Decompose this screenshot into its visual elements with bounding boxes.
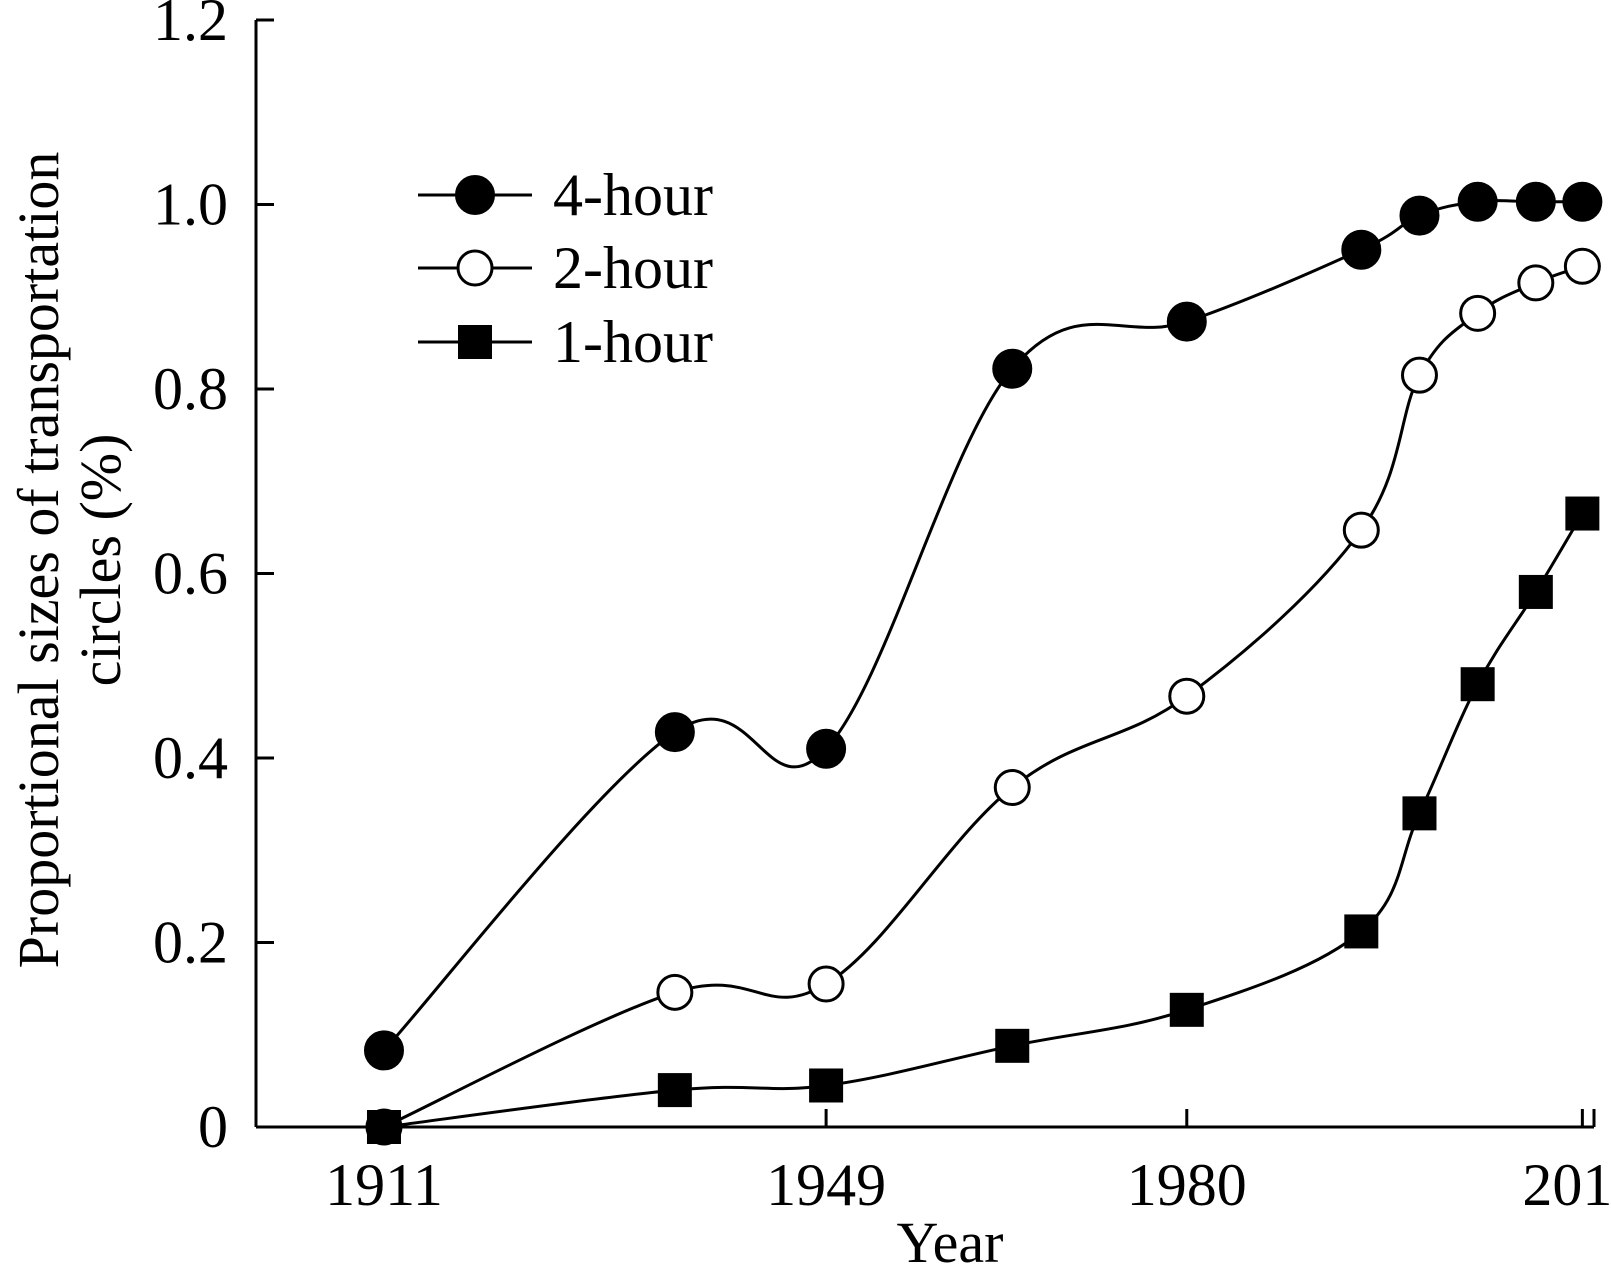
- y-tick-label: 0.6: [153, 541, 228, 607]
- axes: [254, 20, 1594, 1129]
- data-point-4-hour: [1341, 229, 1382, 270]
- y-tick-label: 0.4: [153, 725, 228, 791]
- legend: 4-hour 2-hour 1-hour: [418, 162, 713, 375]
- x-axis-title: Year: [897, 1210, 1004, 1275]
- x-tick-label: 1911: [325, 1152, 443, 1218]
- y-axis-title: Proportional sizes of transportationcirc…: [6, 152, 133, 969]
- y-axis-title-line: Proportional sizes of transportation: [6, 152, 71, 969]
- data-point-2-hour: [993, 769, 1031, 807]
- data-point-2-hour: [1563, 247, 1601, 285]
- legend-marker-4-hour: [455, 175, 495, 215]
- data-point-1-hour: [809, 1068, 844, 1103]
- data-point-4-hour: [1457, 181, 1498, 222]
- legend-marker-2-hour: [456, 249, 494, 287]
- data-point-4-hour: [363, 1030, 404, 1071]
- y-tick-label: 0.2: [153, 910, 228, 976]
- legend-item-2-hour: 2-hour: [418, 235, 713, 301]
- data-point-1-hour: [1169, 992, 1204, 1027]
- data-point-1-hour: [1402, 796, 1437, 831]
- legend-label: 4-hour: [553, 162, 713, 228]
- data-point-2-hour: [1168, 677, 1206, 715]
- data-point-1-hour: [366, 1110, 401, 1144]
- x-tick-label: 1949: [766, 1152, 886, 1218]
- data-point-4-hour: [992, 348, 1033, 389]
- data-point-4-hour: [1515, 181, 1556, 222]
- data-point-4-hour: [1399, 195, 1440, 236]
- data-point-2-hour: [807, 965, 845, 1003]
- y-tick-label: 1.2: [153, 0, 228, 53]
- data-point-2-hour: [1517, 264, 1555, 302]
- data-point-4-hour: [1562, 181, 1603, 222]
- legend-item-4-hour: 4-hour: [418, 162, 713, 228]
- data-point-2-hour: [1342, 511, 1380, 549]
- axis-titles: Year Proportional sizes of transportation…: [6, 152, 1003, 1275]
- data-point-4-hour: [1166, 301, 1207, 342]
- data-point-4-hour: [806, 728, 847, 769]
- data-point-1-hour: [1565, 496, 1600, 531]
- series-4-hour: [363, 181, 1603, 1071]
- series-layer: [363, 181, 1603, 1146]
- data-point-1-hour: [995, 1028, 1030, 1063]
- data-point-1-hour: [1518, 574, 1553, 609]
- data-point-1-hour: [657, 1073, 692, 1108]
- y-tick-label: 0.8: [153, 356, 228, 422]
- series-line-2-hour: [383, 264, 1583, 1129]
- data-point-2-hour: [1400, 356, 1438, 394]
- series-1-hour: [366, 496, 1600, 1144]
- y-tick-label: 1.0: [153, 172, 228, 238]
- legend-label: 2-hour: [553, 235, 713, 301]
- x-tick-label: 1980: [1127, 1152, 1247, 1218]
- data-point-1-hour: [1460, 667, 1495, 702]
- data-point-2-hour: [656, 973, 694, 1011]
- y-tick-label: 0: [198, 1094, 228, 1160]
- data-point-2-hour: [1459, 294, 1497, 332]
- y-axis-title-line: circles (%): [68, 434, 133, 687]
- legend-marker-1-hour: [458, 325, 492, 359]
- data-point-4-hour: [654, 712, 695, 753]
- legend-label: 1-hour: [553, 309, 713, 375]
- series-2-hour: [365, 247, 1601, 1146]
- data-point-1-hour: [1344, 914, 1379, 949]
- legend-item-1-hour: 1-hour: [418, 309, 713, 375]
